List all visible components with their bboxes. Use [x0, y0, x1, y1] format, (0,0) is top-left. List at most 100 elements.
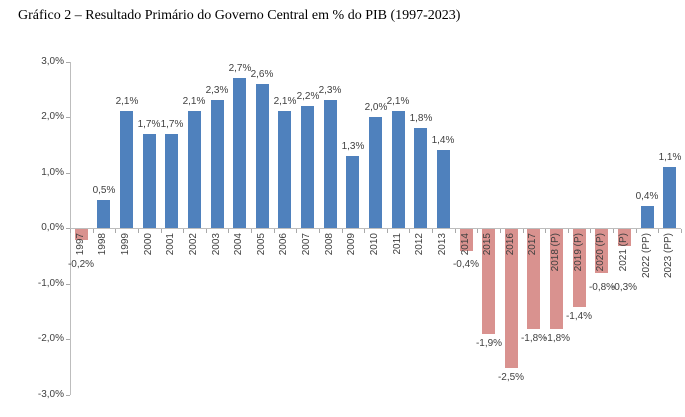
- bar-2016: [505, 229, 518, 368]
- bar-2020 (P): [595, 229, 608, 273]
- y-tick-label--2,0%: -2,0%: [37, 333, 64, 344]
- x-axis-tick: [274, 229, 275, 233]
- x-tick-label-2001: 2001: [165, 233, 176, 256]
- x-axis-tick: [477, 229, 478, 233]
- bar-2014: [460, 229, 473, 251]
- value-label-2002: 2,1%: [182, 96, 206, 107]
- x-tick-label-1998: 1998: [97, 233, 108, 256]
- bar-2008: [324, 100, 337, 228]
- value-label-2023 (PP): 1,1%: [658, 152, 682, 163]
- x-axis-tick: [364, 229, 365, 233]
- value-label-2004: 2,7%: [228, 63, 252, 74]
- x-tick-label-2002: 2002: [188, 233, 199, 256]
- value-label-2005: 2,6%: [250, 69, 274, 80]
- value-label-2008: 2,3%: [318, 85, 342, 96]
- x-tick-label-2019 (P): 2019 (P): [573, 233, 584, 272]
- x-axis-tick: [161, 229, 162, 233]
- x-tick-label-2012: 2012: [414, 233, 425, 256]
- x-axis-tick: [658, 229, 659, 233]
- value-label-2007: 2,2%: [296, 91, 320, 102]
- value-label-2018 (P): -1,8%: [543, 333, 571, 344]
- x-tick-label-2022 (PP): 2022 (PP): [641, 233, 652, 279]
- x-axis-tick: [138, 229, 139, 233]
- bar-2019 (P): [573, 229, 586, 307]
- x-axis-tick: [228, 229, 229, 233]
- value-label-2021 (P): -0,3%: [610, 282, 638, 293]
- x-tick-label-2020 (P): 2020 (P): [595, 233, 606, 272]
- value-label-2006: 2,1%: [273, 96, 297, 107]
- y-tick-label-0,0%: 0,0%: [41, 222, 64, 233]
- bar-2000: [143, 134, 156, 228]
- chart-title: Gráfico 2 – Resultado Primário do Govern…: [18, 8, 461, 23]
- bar-2007: [301, 106, 314, 228]
- value-label-2019 (P): -1,4%: [565, 311, 593, 322]
- x-tick-label-1999: 1999: [120, 233, 131, 256]
- x-tick-label-2021 (P): 2021 (P): [618, 233, 629, 272]
- x-axis-tick: [70, 229, 71, 233]
- y-axis-tick: [66, 172, 70, 174]
- x-axis-line: [70, 228, 681, 229]
- x-tick-label-1997: 1997: [75, 233, 86, 256]
- x-axis-tick: [93, 229, 94, 233]
- value-label-2020 (P): -0,8%: [588, 282, 616, 293]
- x-tick-label-2004: 2004: [233, 233, 244, 256]
- bar-2013: [437, 150, 450, 228]
- bar-2001: [165, 134, 178, 228]
- x-tick-label-2015: 2015: [482, 233, 493, 256]
- bar-2021 (P): [618, 229, 631, 246]
- x-axis-tick: [115, 229, 116, 233]
- value-label-2000: 1,7%: [137, 119, 161, 130]
- bar-2011: [392, 111, 405, 228]
- x-tick-label-2018 (P): 2018 (P): [550, 233, 561, 272]
- bar-2005: [256, 84, 269, 228]
- value-label-2010: 2,0%: [364, 102, 388, 113]
- x-tick-label-2006: 2006: [278, 233, 289, 256]
- y-tick-label--3,0%: -3,0%: [37, 388, 64, 400]
- x-axis-tick: [568, 229, 569, 233]
- y-axis-tick: [66, 117, 70, 118]
- x-axis-tick: [183, 229, 184, 233]
- bar-2012: [414, 128, 427, 228]
- x-tick-label-2007: 2007: [301, 233, 312, 256]
- x-axis-tick: [432, 229, 433, 233]
- x-axis-tick: [455, 229, 456, 233]
- x-tick-label-2023 (PP): 2023 (PP): [663, 233, 674, 279]
- y-tick-label-3,0%: 3,0%: [41, 55, 64, 67]
- x-tick-label-2014: 2014: [460, 233, 471, 256]
- y-tick-label--1,0%: -1,0%: [37, 277, 64, 289]
- x-axis-tick: [545, 229, 546, 233]
- y-axis-tick: [66, 339, 70, 340]
- value-label-2016: -2,5%: [497, 372, 525, 383]
- x-axis-tick: [251, 229, 252, 233]
- x-axis-tick: [613, 229, 614, 233]
- x-tick-label-2008: 2008: [324, 233, 335, 256]
- x-axis-tick: [636, 229, 637, 233]
- bar-2006: [278, 111, 291, 228]
- x-axis-tick: [500, 229, 501, 233]
- bar-1997: [75, 229, 88, 240]
- value-label-2009: 1,3%: [341, 141, 365, 152]
- x-axis-tick: [319, 229, 320, 233]
- x-tick-label-2005: 2005: [256, 233, 267, 256]
- value-label-2022 (PP): 0,4%: [635, 191, 659, 202]
- y-tick-label-2,0%: 2,0%: [41, 111, 64, 122]
- x-tick-label-2013: 2013: [437, 233, 448, 256]
- x-axis-tick: [409, 229, 410, 233]
- x-axis-tick: [387, 229, 388, 233]
- x-tick-label-2017: 2017: [527, 233, 538, 256]
- value-label-2011: 2,1%: [386, 96, 410, 107]
- value-label-2001: 1,7%: [160, 119, 184, 130]
- y-axis-tick: [66, 61, 70, 63]
- bar-2009: [346, 156, 359, 228]
- x-axis-tick: [681, 229, 682, 233]
- x-tick-label-2009: 2009: [346, 233, 357, 256]
- y-axis-tick: [66, 394, 70, 396]
- bar-2003: [211, 100, 224, 228]
- value-label-1998: 0,5%: [92, 185, 116, 196]
- bar-2023 (PP): [663, 167, 676, 228]
- bar-1998: [97, 200, 110, 228]
- y-axis-tick: [66, 228, 70, 229]
- value-label-2013: 1,4%: [431, 135, 455, 146]
- value-label-2003: 2,3%: [205, 85, 229, 96]
